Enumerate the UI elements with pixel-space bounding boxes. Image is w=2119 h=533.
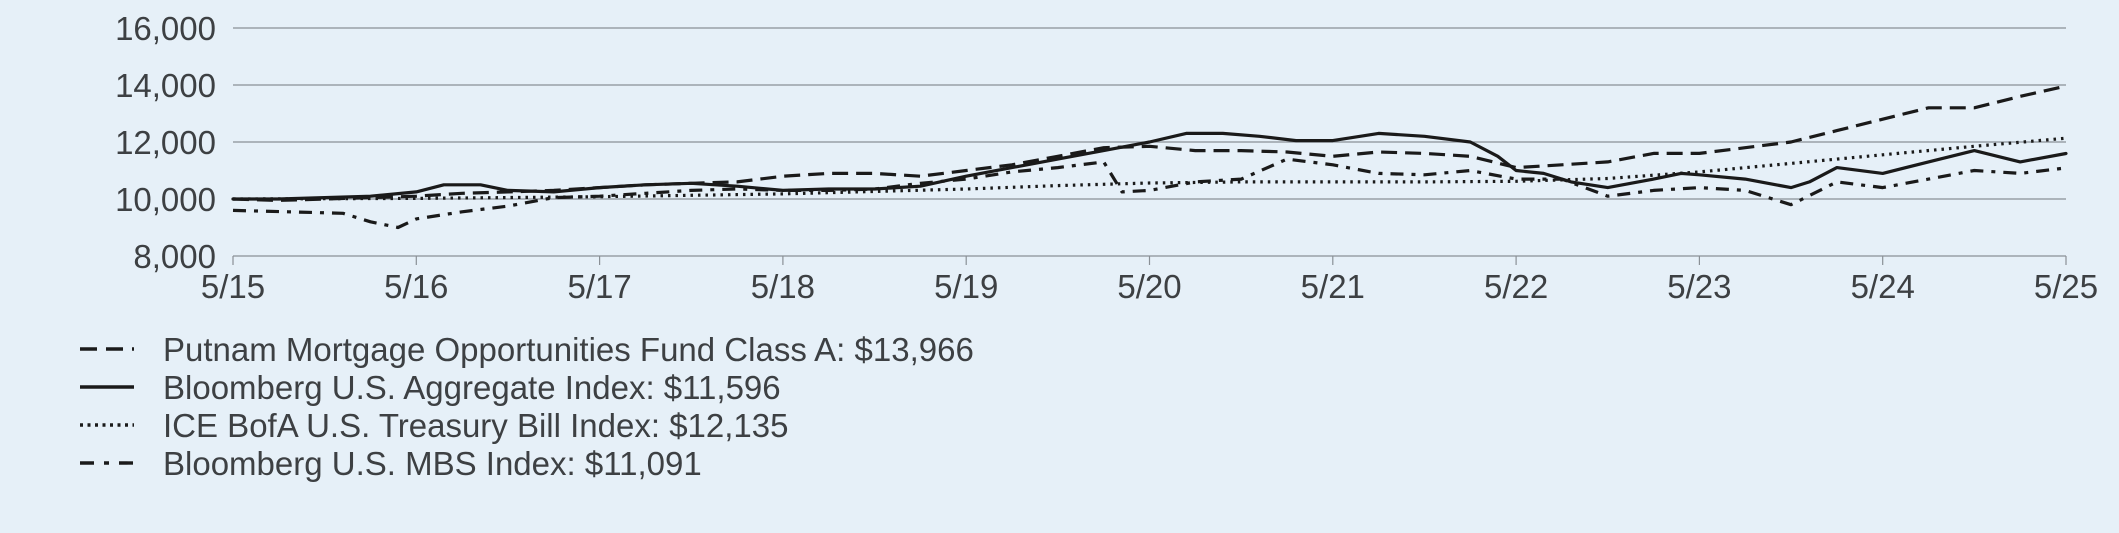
legend: Putnam Mortgage Opportunities Fund Class… [80,331,974,482]
series-line-3 [232,136,2067,201]
x-axis-ticks: 5/15 5/16 5/17 5/18 5/19 5/20 5/21 5/22 5/23 5/24… [201,256,2098,305]
x-tick-label: 5/20 [1117,268,1181,305]
legend-label-4: Bloomberg U.S. MBS Index: $11,091 [163,445,702,482]
x-tick-label: 5/24 [1851,268,1915,305]
series-line-4 [232,157,2067,230]
y-tick-label: 14,000 [115,67,216,104]
x-tick-label: 5/15 [201,268,265,305]
y-tick-label: 16,000 [115,10,216,47]
x-tick-label: 5/22 [1484,268,1548,305]
x-tick-label: 5/21 [1301,268,1365,305]
legend-label-2: Bloomberg U.S. Aggregate Index: $11,596 [163,369,781,406]
x-tick-label: 5/18 [751,268,815,305]
x-tick-label: 5/17 [567,268,631,305]
y-axis-ticks: 8,000 10,000 12,000 14,000 16,000 [115,10,216,275]
x-tick-label: 5/19 [934,268,998,305]
series-lines [231,84,2068,230]
series-line-2 [231,131,2068,201]
x-tick-label: 5/25 [2034,268,2098,305]
series-line-1 [232,84,2067,202]
x-tick-label: 5/23 [1667,268,1731,305]
x-tick-label: 5/16 [384,268,448,305]
legend-label-3: ICE BofA U.S. Treasury Bill Index: $12,1… [163,407,789,444]
y-tick-label: 12,000 [115,124,216,161]
legend-label-1: Putnam Mortgage Opportunities Fund Class… [163,331,974,368]
y-tick-label: 10,000 [115,181,216,218]
y-tick-label: 8,000 [133,238,216,275]
